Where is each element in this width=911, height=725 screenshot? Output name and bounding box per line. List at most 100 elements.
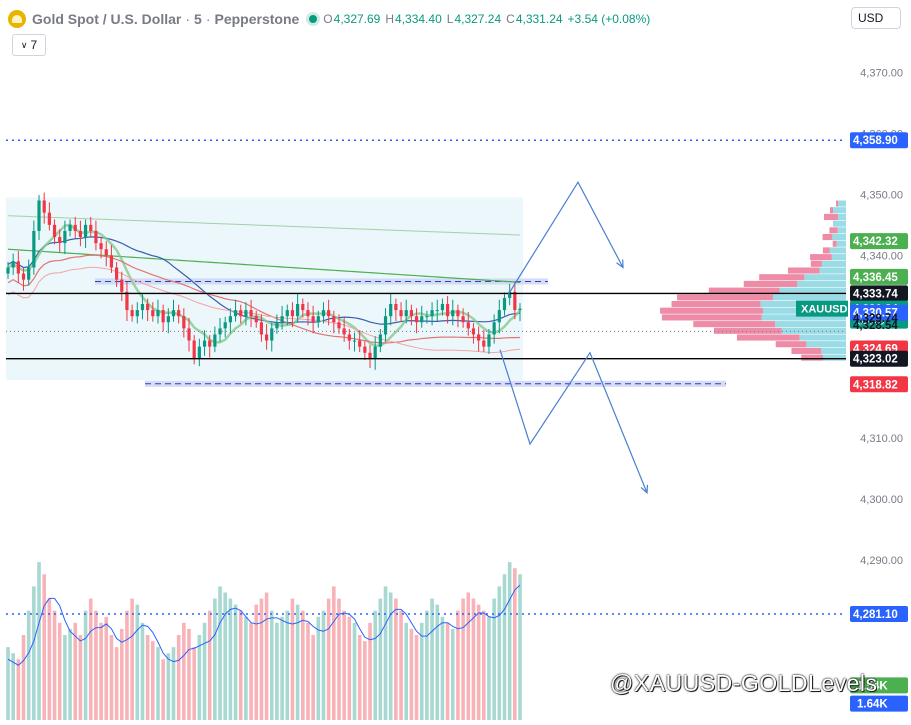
price-label-box xyxy=(850,268,908,285)
candle-body xyxy=(414,316,419,323)
bull-path[interactable] xyxy=(507,181,624,296)
candle-body xyxy=(352,340,357,342)
candle-body xyxy=(83,224,88,238)
horizontal-levels[interactable] xyxy=(6,139,846,615)
candle-body xyxy=(409,310,413,317)
volume-bar xyxy=(316,616,321,720)
candle-body xyxy=(342,328,346,335)
price-label-box xyxy=(850,695,908,712)
volume-bar xyxy=(218,586,222,720)
bear-path[interactable] xyxy=(499,349,648,494)
volume-bar xyxy=(202,622,207,720)
volume-bar xyxy=(145,635,150,720)
price-tick-label: 4,300.00 xyxy=(860,494,903,506)
volume-bar xyxy=(456,610,460,720)
price-change: +3.54 (+0.08%) xyxy=(567,12,651,26)
volume-bar xyxy=(119,628,124,720)
candle-body xyxy=(187,328,191,341)
volume-bar xyxy=(16,659,21,720)
price-labels: 4,358.904,342.324,336.454,333.744,331.24… xyxy=(796,132,908,712)
profile-buy-bar xyxy=(836,240,846,247)
volume-bar xyxy=(445,622,450,720)
volume-bar xyxy=(394,598,398,720)
candle-body xyxy=(477,334,481,341)
candle-body xyxy=(347,334,351,341)
price-label-box xyxy=(850,350,908,367)
candle-body xyxy=(146,304,150,311)
ohlc-high: H4,334.40 xyxy=(385,12,442,26)
candle-body xyxy=(497,310,501,323)
candle-body xyxy=(471,328,476,335)
profile-buy-bar xyxy=(832,207,846,214)
volume-bar xyxy=(430,598,434,720)
volume-bar xyxy=(182,622,186,720)
volume-bar xyxy=(425,610,429,720)
ohlc-close: C4,331.24 xyxy=(506,12,563,26)
volume-bar xyxy=(94,610,98,720)
candle-body xyxy=(337,322,341,329)
price-label: 4,358.90 xyxy=(853,135,898,147)
volume-bar xyxy=(409,628,414,720)
indicators-toggle-button[interactable]: ∨ 7 xyxy=(12,34,46,56)
volume-bar xyxy=(518,574,522,720)
projection-paths[interactable] xyxy=(499,181,649,495)
volume-bar xyxy=(140,622,145,720)
symbol-title[interactable]: Gold Spot / U.S. Dollar xyxy=(32,11,182,27)
profile-sell-bar xyxy=(775,341,807,348)
candle-body xyxy=(383,316,388,335)
candle-body xyxy=(73,224,77,231)
profile-sell-bar xyxy=(810,260,822,267)
candle-body xyxy=(456,310,460,317)
candle-body xyxy=(301,304,305,311)
candle-body xyxy=(202,340,207,347)
candle-body xyxy=(518,308,522,311)
volume-bar xyxy=(238,610,243,720)
volume-bar xyxy=(295,604,300,720)
profile-buy-bar xyxy=(837,213,846,220)
candle-body xyxy=(285,310,289,317)
volume-bar xyxy=(109,635,114,720)
volume-bar xyxy=(83,610,88,720)
volume-bar xyxy=(507,562,512,720)
profile-sell-bar xyxy=(822,247,830,254)
profile-sell-bar xyxy=(708,287,780,294)
profile-sell-bar xyxy=(835,200,838,207)
candle-body xyxy=(239,310,243,317)
candle-body xyxy=(254,316,258,323)
price-label: 1.54K xyxy=(857,680,888,692)
candle-body xyxy=(482,340,486,347)
candle-body xyxy=(233,310,238,317)
interval[interactable]: 5 xyxy=(194,11,202,27)
profile-buy-bar xyxy=(829,247,846,254)
volume-bar xyxy=(326,598,331,720)
volume-bar xyxy=(125,610,129,720)
tiktok-logo-icon xyxy=(588,674,604,693)
volume-bar xyxy=(513,568,517,720)
candle-body xyxy=(171,310,176,317)
price-tick-label: 4,290.00 xyxy=(860,555,903,567)
volume-bar xyxy=(290,598,295,720)
candle-body xyxy=(270,328,274,341)
currency-button[interactable]: USD xyxy=(851,7,901,29)
candle-body xyxy=(259,322,264,335)
candle-body xyxy=(140,304,145,311)
candle-body xyxy=(89,224,93,231)
price-label-box xyxy=(850,605,908,622)
candle-body xyxy=(425,316,429,318)
volume-bar xyxy=(487,616,491,720)
candle-body xyxy=(197,346,201,359)
volume-bar xyxy=(192,647,196,720)
candle-body xyxy=(502,297,507,311)
candle-body xyxy=(311,316,315,323)
volume-bar xyxy=(228,598,233,720)
volume-bar xyxy=(63,635,67,720)
price-label: 4,318.82 xyxy=(853,379,898,391)
candle-body xyxy=(104,249,108,256)
candle-body xyxy=(264,334,269,341)
volume-bar xyxy=(306,622,310,720)
volume-bar xyxy=(166,653,171,720)
candle-body xyxy=(120,279,124,292)
candle-body xyxy=(63,230,67,244)
volume-bar xyxy=(244,616,248,720)
